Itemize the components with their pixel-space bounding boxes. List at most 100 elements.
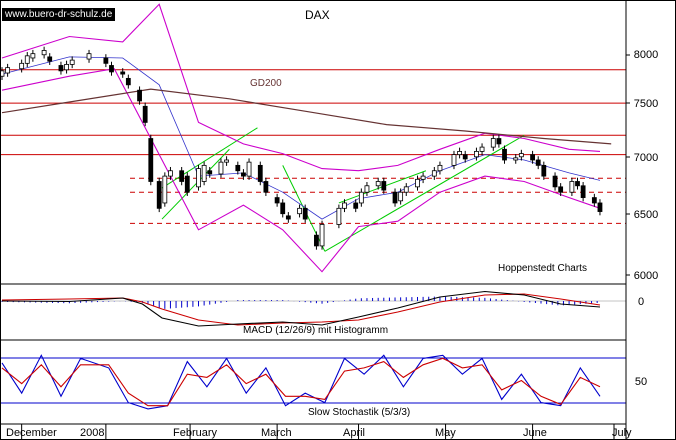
candle-body-72 (591, 197, 597, 204)
candle-body-68 (558, 186, 564, 193)
candle-body-13 (120, 71, 126, 75)
price-panel (0, 3, 626, 273)
x-tick-march: March (261, 427, 292, 439)
candle-body-28 (235, 164, 241, 172)
x-tick-june: June (523, 427, 547, 439)
candle-body-1 (5, 67, 11, 74)
candle-body-35 (285, 215, 291, 220)
candle-body-11 (103, 57, 109, 64)
candle-body-39 (319, 224, 325, 247)
candle-body-70 (575, 181, 580, 187)
stochastic-panel (0, 354, 626, 410)
chart-title: DAX (305, 8, 330, 22)
candle-body-46 (381, 181, 387, 191)
candle-body-21 (179, 170, 185, 182)
candle-body-51 (420, 175, 426, 180)
candle-body-27 (224, 159, 229, 163)
stoch-k-line (1, 354, 601, 410)
stoch-d-line (1, 357, 601, 407)
candle-body-25 (207, 170, 213, 175)
trend-channel-3 (324, 134, 525, 252)
candle-body-71 (580, 185, 586, 198)
candle-body-53 (437, 164, 443, 172)
macd-label: MACD (12/26/9) mit Histogramm (243, 325, 388, 336)
bollinger-lower-line (1, 68, 601, 273)
candle-body-44 (364, 185, 370, 193)
candle-body-18 (156, 181, 162, 209)
candle-body-7 (58, 65, 64, 72)
candle-body-23 (196, 168, 201, 188)
candle-body-40 (336, 207, 342, 225)
candle-body-67 (552, 175, 558, 188)
candle-body-16 (142, 105, 148, 123)
x-tick-december: December (6, 427, 57, 439)
trend-channel-1 (161, 127, 258, 189)
candle-body-37 (302, 207, 308, 220)
macd-signal-line (1, 293, 601, 326)
candle-body-30 (246, 161, 252, 177)
candle-body-61 (502, 148, 507, 161)
candle-body-57 (474, 151, 479, 158)
candle-body-31 (257, 164, 263, 182)
candle-body-3 (24, 55, 30, 64)
macd-tick-0: 0 (638, 296, 644, 308)
candle-body-17 (148, 138, 154, 182)
x-tick-february: February (173, 427, 218, 439)
macd-panel (0, 290, 626, 327)
price-tick-7000: 7000 (634, 152, 658, 164)
candle-body-66 (541, 164, 547, 177)
candle-body-38 (314, 234, 319, 247)
candle-body-41 (342, 202, 347, 209)
candle-body-62 (513, 157, 519, 161)
candle-body-5 (41, 50, 47, 56)
price-tick-8000: 8000 (634, 49, 658, 61)
candle-body-42 (353, 202, 359, 209)
candle-body-43 (358, 191, 364, 204)
candle-body-63 (518, 153, 524, 158)
macd-line (1, 290, 601, 327)
candle-body-48 (398, 191, 404, 202)
watermark: www.buero-dr-schulz.de (2, 8, 116, 21)
candle-body-10 (86, 53, 92, 60)
price-tick-6500: 6500 (634, 209, 658, 221)
candle-body-32 (263, 181, 269, 193)
candle-body-69 (569, 181, 575, 193)
gd200-label: GD200 (250, 78, 282, 89)
candle-body-64 (530, 154, 535, 161)
x-tick-2008: 2008 (80, 427, 104, 439)
candle-body-12 (109, 65, 114, 73)
candle-body-55 (457, 151, 462, 156)
x-tick-april: April (343, 427, 365, 439)
stoch-tick-50: 50 (635, 376, 647, 388)
candle-body-20 (168, 170, 173, 177)
trend-channel-0 (161, 148, 230, 220)
candle-body-49 (403, 186, 409, 193)
candle-body-22 (184, 175, 190, 193)
candle-body-59 (490, 138, 496, 148)
candle-body-2 (19, 62, 25, 70)
candle-body-34 (280, 202, 286, 215)
candle-body-14 (125, 77, 131, 86)
candle-body-52 (431, 170, 437, 177)
candle-body-6 (47, 56, 53, 62)
candle-body-45 (375, 181, 381, 187)
x-tick-july: July (612, 427, 632, 439)
price-tick-7500: 7500 (634, 98, 658, 110)
candle-body-19 (162, 175, 168, 204)
bollinger-upper-line (1, 3, 601, 172)
candle-body-8 (64, 64, 69, 71)
stochastic-label: Slow Stochastik (5/3/3) (308, 407, 410, 418)
candle-body-26 (218, 161, 224, 175)
candle-body-15 (137, 89, 142, 102)
gd200-line (1, 88, 612, 145)
candle-body-0 (0, 70, 5, 77)
candle-body-4 (30, 53, 36, 59)
candle-body-65 (535, 159, 541, 166)
candle-body-56 (462, 154, 468, 160)
candle-body-58 (479, 146, 485, 152)
candle-body-33 (274, 197, 280, 204)
candle-body-50 (415, 178, 420, 188)
candle-body-73 (597, 202, 603, 212)
candle-body-60 (496, 138, 502, 145)
